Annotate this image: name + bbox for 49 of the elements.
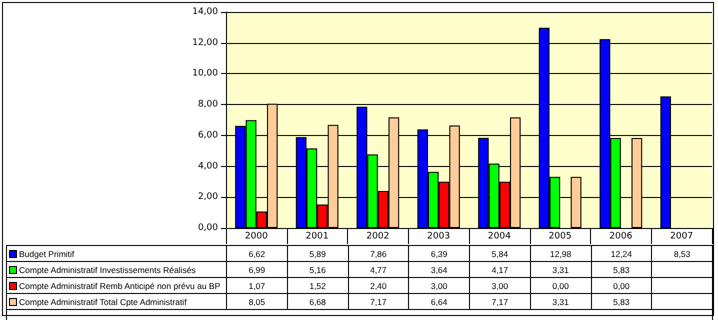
y-tick-label: 10,00 — [192, 68, 218, 79]
legend-label: Compte Administratif Investissements Réalisés — [6, 262, 226, 278]
data-label: 1,52 — [287, 278, 348, 294]
data-label: 8,05 — [226, 294, 288, 310]
y-tick-label: 2,00 — [198, 192, 218, 202]
data-label: 4,77 — [348, 262, 409, 278]
data-label: 12,98 — [530, 246, 591, 262]
data-label: 3,00 — [470, 278, 530, 294]
x-tick-label: 2004 — [488, 232, 512, 242]
legend-label: Compte Administratif Total Cpte Administratif — [6, 294, 226, 310]
data-label: 0,00 — [530, 278, 591, 294]
data-label: 12,24 — [591, 246, 652, 262]
y-tick-label: 14,00 — [192, 7, 218, 17]
data-label: 6,62 — [226, 246, 288, 262]
y-tick-label: 12,00 — [192, 38, 218, 48]
data-label: 6,68 — [287, 294, 348, 310]
x-tick-label: 2003 — [427, 232, 450, 242]
data-label: 5,16 — [287, 262, 348, 278]
data-label: 1,07 — [226, 278, 288, 294]
legend-label: Budget Primitif — [6, 246, 226, 262]
y-tick-label: 8,00 — [198, 100, 218, 110]
data-label: 5,89 — [287, 246, 348, 262]
data-label: 5,84 — [470, 246, 530, 262]
data-label: 3,64 — [408, 262, 470, 278]
data-label: 4,17 — [470, 262, 530, 278]
x-tick-label: 2000 — [244, 232, 268, 242]
data-label: 6,39 — [408, 246, 470, 262]
data-label: 0,00 — [591, 278, 652, 294]
data-label: 6,64 — [408, 294, 470, 310]
y-tick-label: 0,00 — [198, 223, 218, 233]
data-label: 6,99 — [226, 262, 288, 278]
data-label: 3,31 — [530, 262, 591, 278]
x-tick-label: 2007 — [670, 232, 694, 242]
data-label: 7,17 — [470, 294, 530, 310]
x-tick-label: 2002 — [366, 232, 390, 242]
x-tick-label: 2005 — [548, 232, 572, 242]
data-label: 5,83 — [591, 294, 652, 310]
x-tick-label: 2006 — [609, 232, 633, 242]
data-label: 3,31 — [530, 294, 591, 310]
data-label: 5,83 — [591, 262, 652, 278]
data-label: 7,17 — [348, 294, 409, 310]
data-label: 7,86 — [348, 246, 409, 262]
data-label: 2,40 — [348, 278, 409, 294]
data-label: 8,53 — [652, 246, 712, 262]
data-label: 3,00 — [408, 278, 470, 294]
y-tick-label: 4,00 — [198, 161, 218, 172]
y-tick-label: 6,00 — [198, 130, 218, 140]
x-tick-label: 2001 — [306, 232, 329, 242]
legend-label: Compte Administratif Remb Anticipé non prévu au BP — [6, 278, 226, 294]
